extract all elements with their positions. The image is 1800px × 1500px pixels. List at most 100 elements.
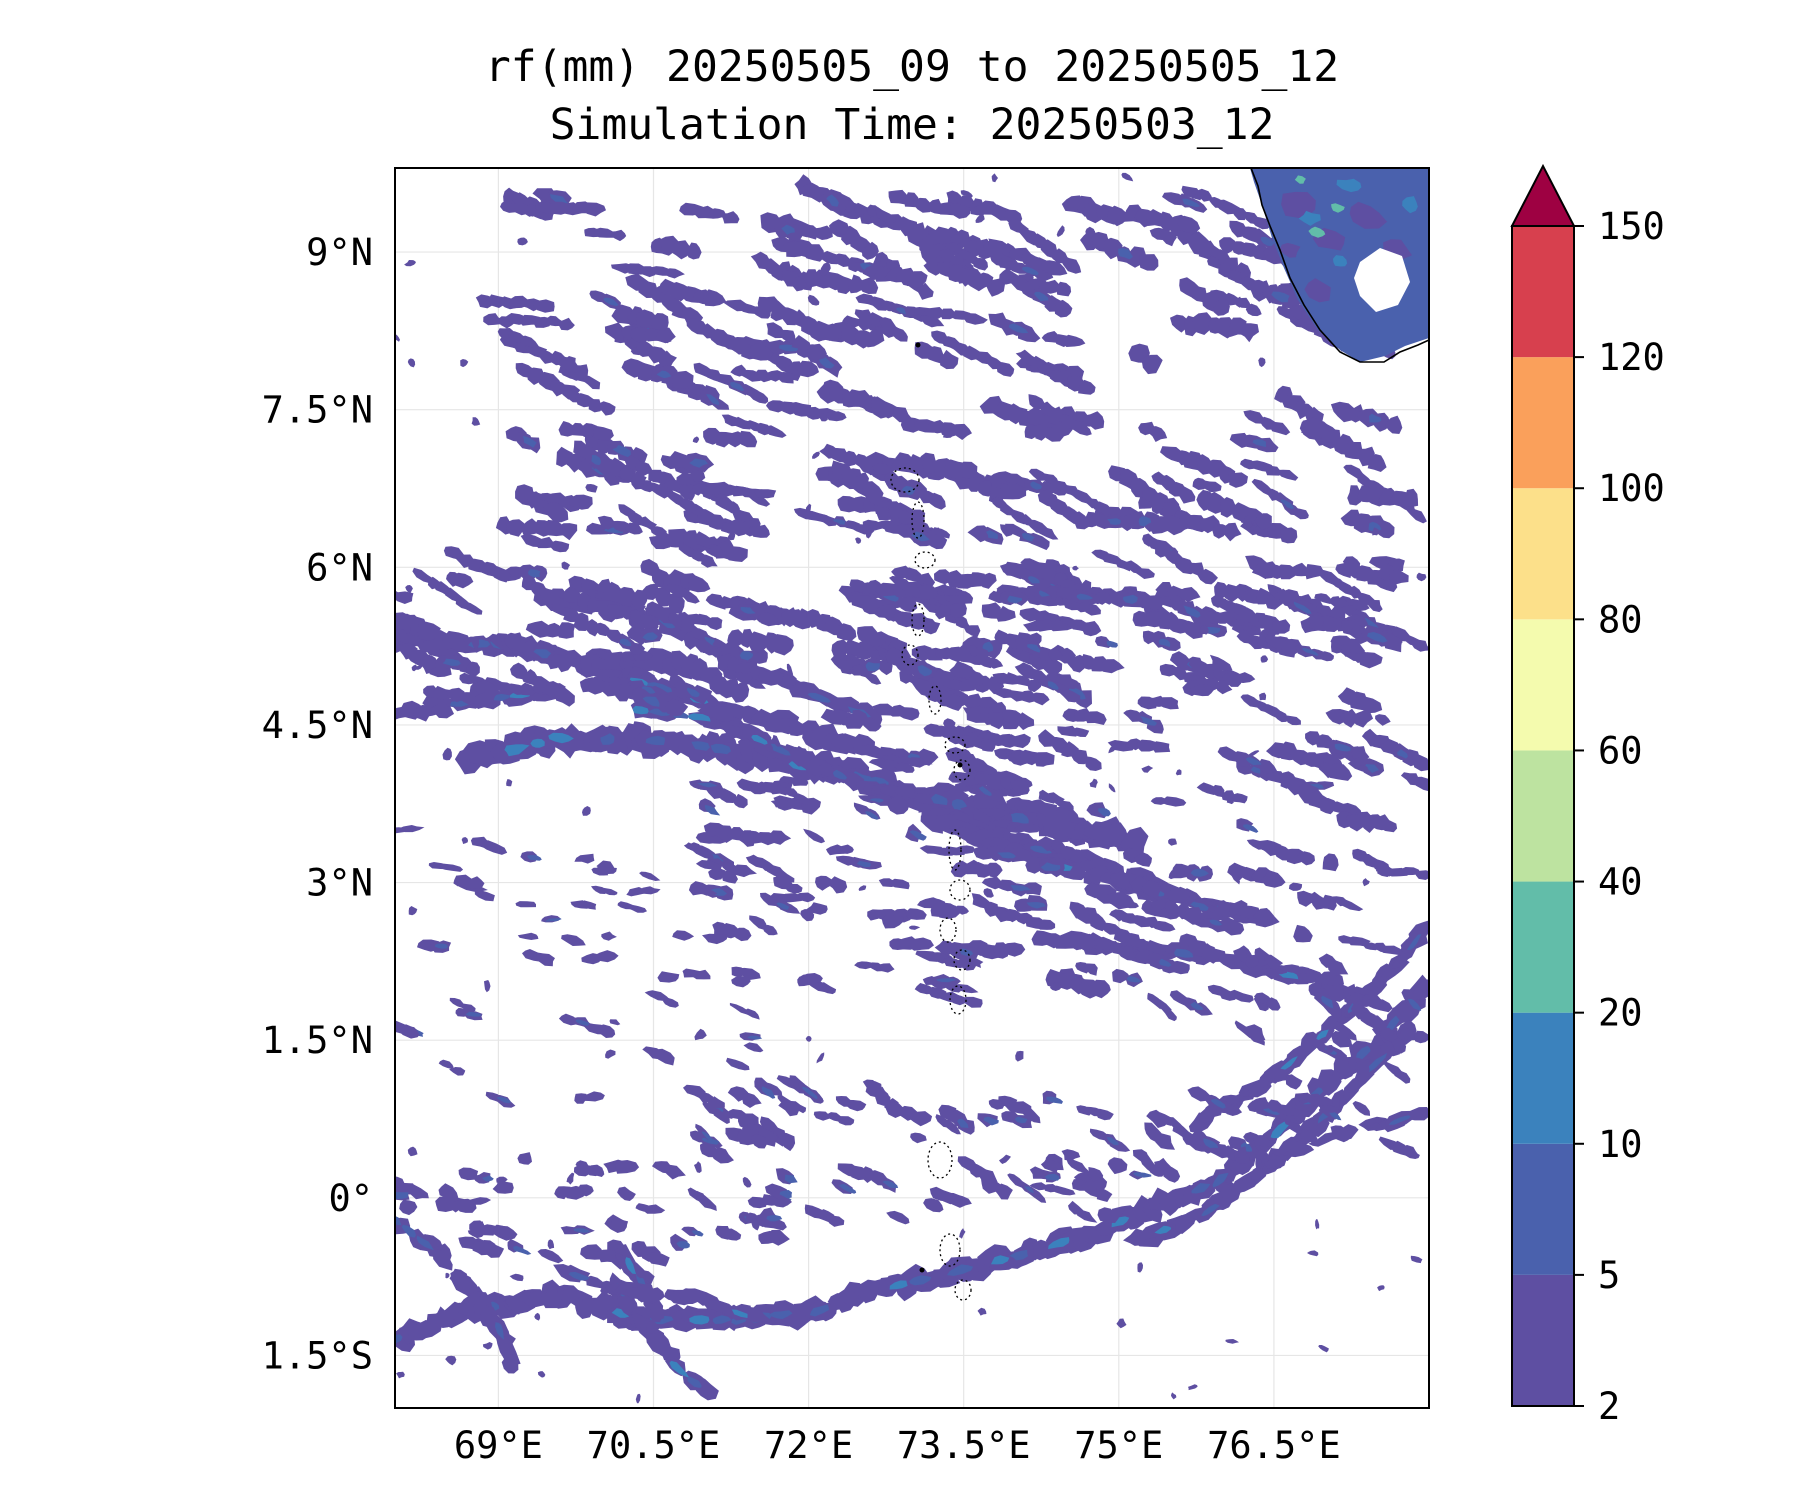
rain-streak <box>927 534 948 550</box>
rain-streak <box>1036 919 1056 930</box>
rain-streak <box>802 244 825 262</box>
rain-streak <box>968 758 989 772</box>
chart-title-line1: rf(mm) 20250505_09 to 20250505_12 <box>484 42 1340 92</box>
rain-dot <box>1047 493 1058 502</box>
rain-streak <box>665 698 689 717</box>
rain-streak <box>395 591 414 604</box>
rain-band-core <box>770 743 791 756</box>
island-dot <box>915 342 921 348</box>
rain-streak <box>714 825 735 843</box>
india-rain-light <box>1279 242 1301 258</box>
colorbar-tick-label: 120 <box>1598 336 1665 379</box>
rain-streak <box>1147 426 1168 442</box>
rain-streak-core <box>1027 644 1041 653</box>
rain-band <box>642 1287 665 1303</box>
rain-streak <box>910 1132 927 1144</box>
rain-streak <box>1245 303 1262 317</box>
rain-streak <box>817 514 839 527</box>
rain-streak <box>398 1025 420 1039</box>
rain-streak-core <box>1021 266 1039 276</box>
rain-streak <box>1056 587 1076 600</box>
india-rain-peak <box>1331 203 1345 213</box>
rain-dot <box>405 585 413 594</box>
rain-streak <box>611 587 636 607</box>
rain-streak-core <box>882 1180 899 1189</box>
chart-title-line2: Simulation Time: 20250503_12 <box>549 100 1275 150</box>
rain-streak-core <box>1369 413 1382 423</box>
rain-dot <box>1116 1318 1127 1329</box>
rain-streak-core <box>1263 1107 1280 1116</box>
rain-streak <box>1301 1129 1318 1143</box>
rain-streak <box>1315 423 1340 443</box>
rain-streak <box>562 586 582 603</box>
rain-streak <box>904 583 922 598</box>
rain-band-core <box>1212 1172 1229 1188</box>
rain-streak <box>1007 847 1032 863</box>
rain-dot <box>1072 565 1079 571</box>
rain-streak <box>1414 870 1429 880</box>
rain-band-core <box>712 1315 732 1324</box>
colorbar-tick-label: 100 <box>1598 467 1665 510</box>
rain-dot <box>858 885 867 891</box>
rain-streak-core <box>1030 481 1042 490</box>
rain-streak <box>764 1229 790 1246</box>
rain-dot <box>805 503 812 512</box>
india-coastline <box>1250 168 1429 363</box>
rain-streak <box>1272 1068 1289 1082</box>
rain-streak <box>1219 237 1236 255</box>
rain-streak-core <box>761 1086 776 1099</box>
rain-band-core <box>611 1308 630 1318</box>
rain-streak <box>650 313 669 331</box>
rain-streak <box>724 1228 742 1241</box>
rain-streak <box>1015 712 1035 731</box>
rain-streak <box>1048 648 1063 662</box>
lat-tick-label: 0° <box>328 1177 373 1220</box>
rain-streak <box>1270 422 1291 436</box>
rain-streak <box>725 431 744 448</box>
rain-streak <box>732 793 748 809</box>
rain-streak <box>800 909 815 922</box>
rain-streak <box>1149 1163 1165 1177</box>
rain-streak <box>657 971 680 983</box>
rain-streak <box>694 205 716 219</box>
india-dry-patch <box>1354 248 1410 312</box>
rain-streak <box>1226 989 1254 1003</box>
rain-dot <box>959 1228 966 1239</box>
rain-dot <box>1410 1255 1423 1264</box>
rain-streak <box>994 1183 1013 1200</box>
rain-streak <box>779 776 796 784</box>
rain-streak <box>733 864 757 878</box>
maldives-atoll <box>949 985 967 1015</box>
rain-streak <box>716 788 737 803</box>
rain-streak <box>813 1111 832 1121</box>
rain-streak <box>661 593 685 614</box>
rain-streak-core <box>656 370 672 379</box>
rain-streak-core <box>1007 595 1023 604</box>
rain-streak <box>880 785 901 797</box>
rain-streak <box>1228 472 1248 488</box>
rain-streak <box>793 892 816 903</box>
rain-streak <box>879 317 897 332</box>
rain-streak-core <box>1246 757 1262 766</box>
rain-dot <box>600 1285 609 1297</box>
lat-tick-label: 7.5°N <box>262 389 373 432</box>
rain-streak <box>1272 619 1291 634</box>
rain-dot <box>484 980 491 993</box>
rain-streak-core <box>545 918 562 922</box>
rain-band-core <box>991 1255 1010 1265</box>
rain-streak-core <box>704 804 721 816</box>
rain-streak <box>709 705 735 722</box>
rain-dot <box>1089 778 1098 788</box>
rain-streak <box>550 540 570 553</box>
rain-streak-core <box>1106 1137 1119 1146</box>
rain-streak <box>1413 776 1429 792</box>
rain-streak <box>862 481 884 506</box>
rain-streak <box>1232 207 1247 221</box>
colorbar-segment <box>1512 1012 1574 1144</box>
rain-streak <box>583 375 601 390</box>
rain-dot <box>1318 1345 1329 1353</box>
rain-band-core <box>647 682 673 693</box>
rain-streak <box>862 328 885 348</box>
rain-streak <box>820 324 843 341</box>
